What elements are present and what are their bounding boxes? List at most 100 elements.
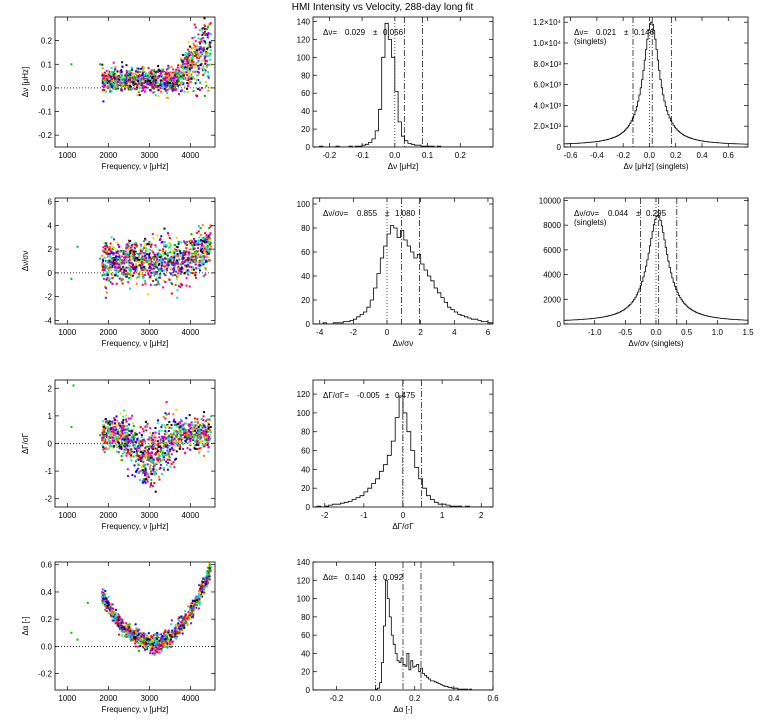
scatter-point <box>194 66 196 69</box>
scatter-point <box>118 442 121 445</box>
scatter-point <box>179 250 182 253</box>
scatter-point <box>146 438 149 441</box>
annotation-mean: 0.044 <box>608 209 629 218</box>
scatter-point <box>163 83 166 86</box>
scatter-point <box>198 263 200 266</box>
scatter-point <box>205 234 208 237</box>
scatter-point <box>139 639 142 642</box>
scatter-point <box>177 267 180 270</box>
y-tick-label: 2.0×10³ <box>534 122 562 131</box>
y-tick-label: 60 <box>301 89 310 98</box>
scatter-point <box>189 242 192 245</box>
scatter-point <box>144 238 147 241</box>
scatter-point <box>125 78 128 81</box>
scatter-point <box>195 599 198 601</box>
scatter-point <box>169 75 172 78</box>
scatter-point <box>110 266 112 269</box>
scatter-point <box>130 436 133 439</box>
scatter-point <box>194 82 197 85</box>
scatter-point <box>178 82 181 85</box>
scatter-point <box>176 440 179 442</box>
y-tick-label: 20 <box>301 668 310 677</box>
scatter-point <box>155 468 158 471</box>
scatter-point <box>192 255 194 258</box>
scatter-point <box>175 637 178 640</box>
scatter-point <box>207 260 210 263</box>
scatter-point <box>135 633 138 635</box>
scatter-point <box>156 440 159 443</box>
scatter-point <box>145 478 148 481</box>
scatter-point <box>157 269 160 272</box>
scatter-point <box>200 261 203 264</box>
scatter-point <box>181 284 183 286</box>
scatter-point <box>134 447 137 450</box>
scatter-point <box>190 258 193 261</box>
scatter-point <box>153 473 156 476</box>
scatter-point <box>178 429 181 432</box>
scatter-point <box>114 66 117 69</box>
scatter-point <box>202 261 205 264</box>
scatter-point <box>173 430 176 432</box>
scatter-point <box>113 85 116 88</box>
scatter-point <box>147 243 150 246</box>
scatter-point <box>145 476 148 478</box>
scatter-point <box>135 454 138 457</box>
x-tick-label: 4000 <box>181 328 199 337</box>
scatter-point <box>120 459 123 462</box>
scatter-point <box>200 40 203 43</box>
scatter-point <box>196 48 199 51</box>
scatter-point <box>118 443 121 446</box>
scatter-point <box>102 100 105 103</box>
scatter-point <box>145 420 147 423</box>
scatter-point <box>104 273 107 276</box>
scatter-point <box>107 271 110 274</box>
scatter-point <box>188 251 191 254</box>
scatter-point <box>178 626 181 629</box>
scatter-point <box>135 252 138 254</box>
scatter-point <box>187 273 190 276</box>
scatter-point <box>142 262 145 264</box>
scatter-point <box>171 629 174 632</box>
scatter-point <box>183 72 186 75</box>
scatter-point <box>159 441 162 444</box>
scatter-point <box>138 86 141 89</box>
scatter-point <box>205 54 208 56</box>
scatter-point <box>184 264 187 267</box>
scatter-point <box>144 641 147 644</box>
scatter-point <box>110 90 113 93</box>
scatter-point <box>185 264 188 267</box>
scatter-point <box>149 82 152 85</box>
scatter-point <box>157 646 160 649</box>
scatter-point <box>186 56 189 59</box>
scatter-point <box>192 46 195 49</box>
scatter-point <box>201 444 204 447</box>
histogram-steps <box>313 225 493 324</box>
scatter-point <box>208 239 211 242</box>
annotation-label: Δν/σν= <box>323 209 349 218</box>
scatter-point <box>200 239 202 242</box>
scatter-point <box>128 242 130 245</box>
scatter-point <box>171 71 174 74</box>
scatter-point <box>102 425 105 428</box>
scatter-point <box>111 422 114 425</box>
scatter-point <box>133 243 136 246</box>
scatter-point <box>156 648 159 651</box>
scatter-point <box>107 439 110 442</box>
scatter-point <box>113 246 115 249</box>
scatter-point <box>196 418 199 421</box>
scatter-point <box>151 77 154 80</box>
scatter-point <box>184 242 187 245</box>
scatter-point <box>105 278 108 281</box>
scatter-point <box>148 468 151 471</box>
scatter-point <box>122 419 125 422</box>
scatter-point <box>113 417 116 420</box>
scatter-point <box>187 605 190 608</box>
scatter-point <box>149 464 152 467</box>
scatter-point <box>143 268 146 271</box>
axes-frame <box>54 16 216 148</box>
scatter-point <box>165 431 168 434</box>
scatter-point <box>136 67 139 70</box>
scatter-point <box>101 423 104 426</box>
scatter-point <box>125 432 128 435</box>
scatter-point <box>209 225 212 228</box>
